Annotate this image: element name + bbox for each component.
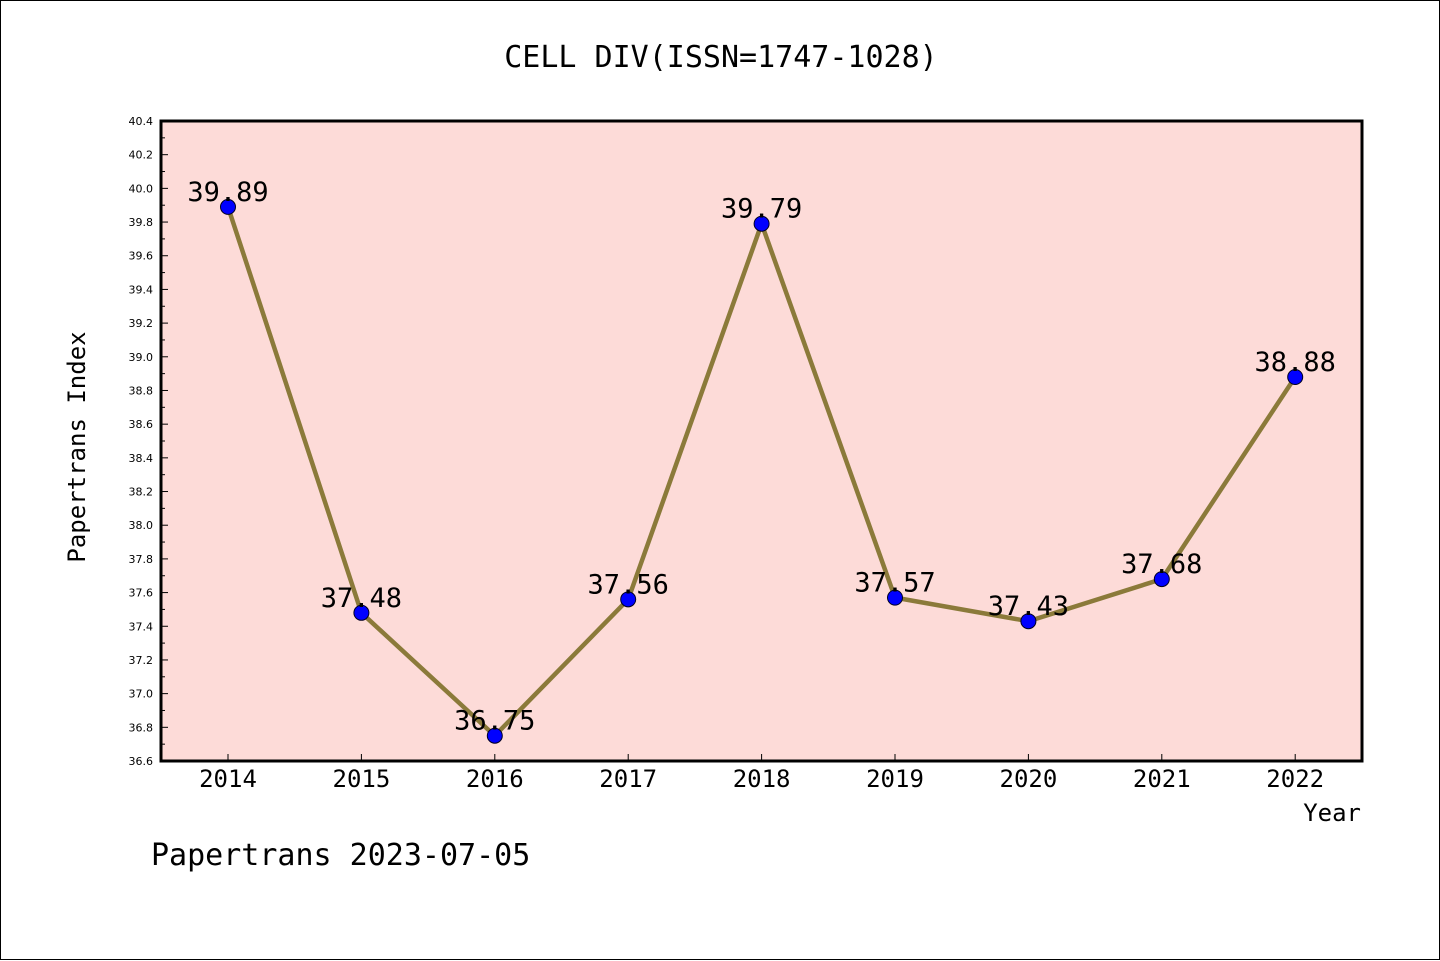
data-point xyxy=(353,604,370,621)
data-point xyxy=(887,589,903,606)
data-label: 37.57 xyxy=(854,568,935,599)
data-label: 37.48 xyxy=(321,583,402,614)
x-tick-label: 2017 xyxy=(599,765,657,793)
y-tick-label: 38.0 xyxy=(129,519,154,532)
data-label: 37.68 xyxy=(1121,549,1202,580)
y-tick-label: 38.4 xyxy=(129,452,154,465)
x-tick-label: 2016 xyxy=(466,765,524,793)
y-tick-label: 38.6 xyxy=(129,418,154,431)
x-tick-label: 2014 xyxy=(199,765,257,793)
data-label: 37.56 xyxy=(588,569,669,600)
y-tick-label: 39.2 xyxy=(129,317,154,330)
x-tick-label: 2021 xyxy=(1133,765,1191,793)
y-tick-label: 37.8 xyxy=(129,553,154,566)
y-tick-label: 39.8 xyxy=(129,216,154,229)
chart-title: CELL DIV(ISSN=1747-1028) xyxy=(504,40,937,75)
x-axis-label: Year xyxy=(1303,799,1361,827)
data-label: 37.43 xyxy=(988,591,1069,622)
y-tick-label: 39.0 xyxy=(129,351,154,364)
data-label: 36.75 xyxy=(454,706,535,737)
y-tick-label: 36.6 xyxy=(129,755,154,768)
footer-text: Papertrans 2023-07-05 xyxy=(151,838,530,873)
data-point xyxy=(220,198,236,215)
data-label: 39.79 xyxy=(721,194,802,225)
data-label: 39.89 xyxy=(187,177,268,208)
y-tick-label: 36.8 xyxy=(129,721,154,734)
y-tick-label: 37.6 xyxy=(129,587,154,600)
series-group: 39.89 37.48 36.75 37.56 39.79 37.57 37.43 37.68… xyxy=(187,177,1336,744)
y-tick-label: 37.0 xyxy=(129,688,154,701)
data-point xyxy=(1287,369,1304,385)
y-axis: 36.6 36.8 37.0 37.2 37.4 37.6 37.8 38.0 38.2 38.4… xyxy=(129,115,168,768)
y-tick-label: 38.2 xyxy=(129,486,154,499)
y-tick-label: 37.2 xyxy=(129,654,154,667)
y-tick-label: 37.4 xyxy=(129,620,154,633)
y-tick-label: 40.2 xyxy=(129,149,154,162)
y-tick-label: 40.4 xyxy=(129,115,154,128)
x-tick-label: 2020 xyxy=(1000,765,1058,793)
data-point xyxy=(620,591,637,608)
x-axis: 2014 2015 2016 2017 2018 2019 2020 2021 2022 xyxy=(199,754,1324,793)
x-tick-label: 2022 xyxy=(1266,765,1324,793)
y-tick-label: 40.0 xyxy=(129,182,154,195)
y-tick-label: 38.8 xyxy=(129,384,154,397)
data-point xyxy=(1153,571,1170,588)
data-label: 38.88 xyxy=(1255,347,1336,378)
x-tick-label: 2018 xyxy=(733,765,791,793)
y-tick-label: 39.4 xyxy=(129,283,154,296)
y-tick-label: 39.6 xyxy=(129,250,154,263)
x-tick-label: 2019 xyxy=(866,765,924,793)
data-point xyxy=(753,215,770,232)
data-point xyxy=(486,727,503,744)
data-point xyxy=(1020,613,1037,630)
y-axis-label: Papertrans Index xyxy=(63,331,91,562)
x-tick-label: 2015 xyxy=(333,765,391,793)
